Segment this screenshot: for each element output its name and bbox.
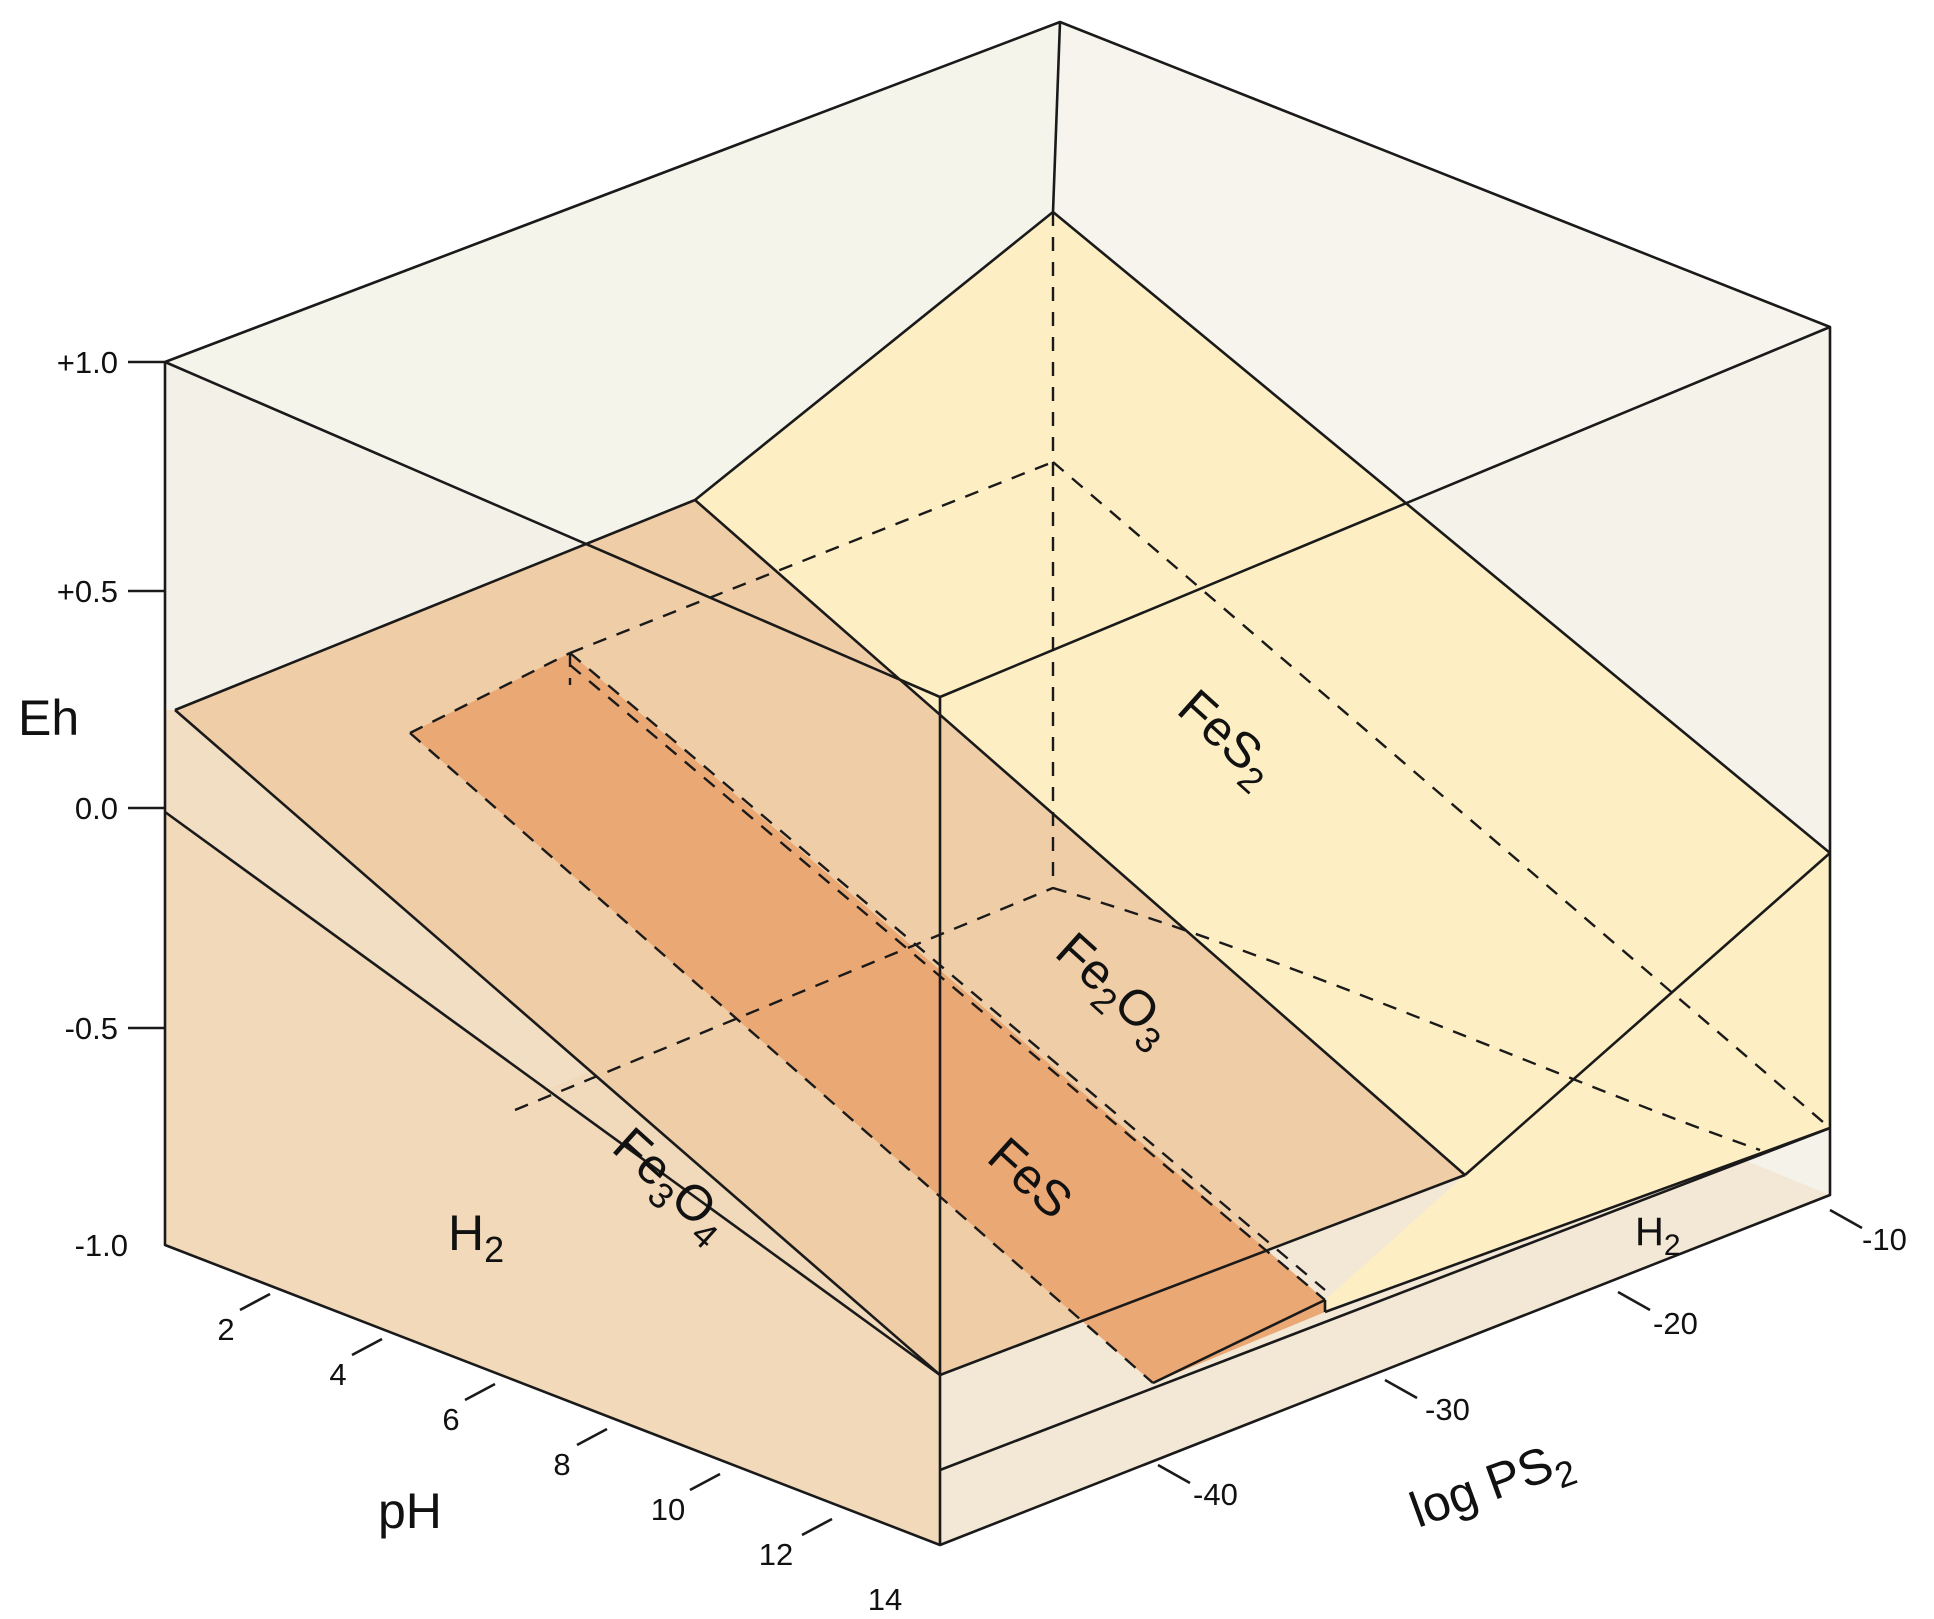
fe3o4-lower-edge <box>939 1173 1466 1377</box>
box-edge-top-front <box>164 360 941 699</box>
hidden-floor-right <box>1052 886 1761 1152</box>
fe2o3-top-boundary <box>174 210 1831 855</box>
fes-floor-boundary <box>1152 1298 1326 1385</box>
ph-tick-label: 14 <box>868 1582 902 1617</box>
fe3o4-h2-boundary <box>164 810 941 1377</box>
ph-tick <box>464 1382 496 1402</box>
eh-tick-label: +1.0 <box>57 345 118 380</box>
ph-axis: 2 4 6 8 10 12 14 pH <box>217 1292 902 1617</box>
hidden-mid-back <box>1052 461 1831 1129</box>
logps2-title-main: log PS <box>1403 1435 1561 1538</box>
ph-tick <box>239 1292 271 1312</box>
fes2-region <box>695 212 1830 1175</box>
ph-tick <box>351 1337 383 1357</box>
logps2-axis-title: log PS2 <box>1403 1428 1582 1546</box>
logps2-tick-label: -40 <box>1193 1477 1238 1512</box>
ph-tick-label: 6 <box>442 1402 459 1437</box>
box-edge-top-right <box>939 325 1831 699</box>
fe3o4-band <box>165 710 940 1545</box>
fes-region <box>410 653 1325 1383</box>
fes2-floor-diagonal <box>1324 1126 1831 1314</box>
logps2-tick <box>1617 1290 1651 1312</box>
logps2-tick <box>1829 1208 1863 1230</box>
h2-right-label: H2 <box>1635 1210 1681 1262</box>
ph-tick <box>689 1472 721 1492</box>
hidden-fes-top <box>409 651 571 735</box>
eh-axis: +1.0 +0.5 0.0 -0.5 -1.0 Eh <box>18 345 165 1263</box>
ph-tick <box>801 1517 833 1537</box>
logps2-tick-label: -20 <box>1653 1306 1698 1341</box>
fe2o3-front-edge <box>174 709 941 1376</box>
floor-right-edge <box>939 1126 1831 1472</box>
h2-front-label-main: H <box>448 1205 484 1261</box>
ph-tick-label: 2 <box>217 1312 234 1347</box>
eh-tick-label: -0.5 <box>65 1011 118 1046</box>
logps2-tick-label: -30 <box>1425 1392 1470 1427</box>
eh-tick-label: -1.0 <box>75 1228 128 1263</box>
h2-right-label-sub: 2 <box>1664 1229 1681 1262</box>
logps2-tick <box>1157 1463 1191 1485</box>
h2-front-label: H2 <box>448 1205 504 1270</box>
ph-tick-label: 8 <box>553 1447 570 1482</box>
ph-axis-title: pH <box>378 1483 442 1539</box>
logps2-tick-label: -10 <box>1862 1222 1907 1257</box>
logps2-tick <box>1384 1378 1418 1400</box>
h2-front-label-sub: 2 <box>484 1229 504 1270</box>
hidden-mid-ridge <box>569 460 1054 655</box>
ph-tick-label: 10 <box>651 1492 685 1527</box>
h2-right-label-main: H <box>1635 1210 1664 1254</box>
box-edge-back-vertical <box>1051 21 1062 213</box>
ph-tick <box>576 1427 608 1447</box>
hidden-floor-left <box>514 886 1054 1112</box>
eh-tick-label: +0.5 <box>57 574 118 609</box>
eh-axis-title: Eh <box>18 690 79 746</box>
eh-tick-label: 0.0 <box>75 791 118 826</box>
fe2o3-fes2-ridge <box>694 499 1466 1176</box>
ph-tick-label: 4 <box>329 1357 346 1392</box>
fes2-lower-edge <box>1464 852 1831 1176</box>
ph-tick-label: 12 <box>759 1537 793 1572</box>
